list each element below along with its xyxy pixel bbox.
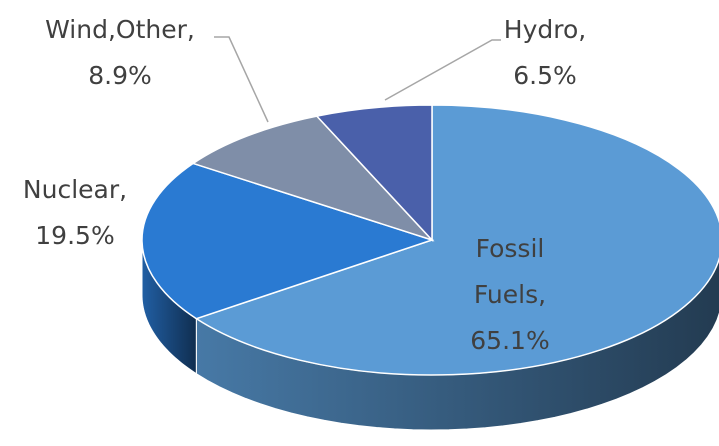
pie-slice — [315, 104, 433, 242]
pie-slice — [194, 104, 719, 376]
separator: , — [538, 280, 547, 309]
data-label: Hydro, 6.5% — [485, 7, 605, 99]
pie-tops — [141, 104, 719, 376]
pie-slice — [191, 115, 435, 242]
value-label: 19.5% — [35, 221, 115, 250]
pie-slice — [141, 162, 435, 320]
leader-line — [214, 36, 269, 123]
category-label: Fossil Fuels — [473, 234, 545, 309]
leader-line — [384, 39, 501, 101]
value-label: 6.5% — [513, 61, 577, 90]
data-label: Nuclear, 19.5% — [0, 167, 150, 259]
category-label: Wind,Other — [45, 15, 187, 44]
separator: , — [578, 15, 587, 44]
separator: , — [186, 15, 195, 44]
category-label: Nuclear — [22, 175, 120, 204]
value-label: 65.1% — [470, 326, 550, 355]
value-label: 8.9% — [88, 61, 152, 90]
data-label: Wind,Other, 8.9% — [20, 7, 220, 99]
separator: , — [119, 175, 128, 204]
data-label: Fossil Fuels, 65.1% — [455, 226, 565, 364]
category-label: Hydro — [503, 15, 579, 44]
